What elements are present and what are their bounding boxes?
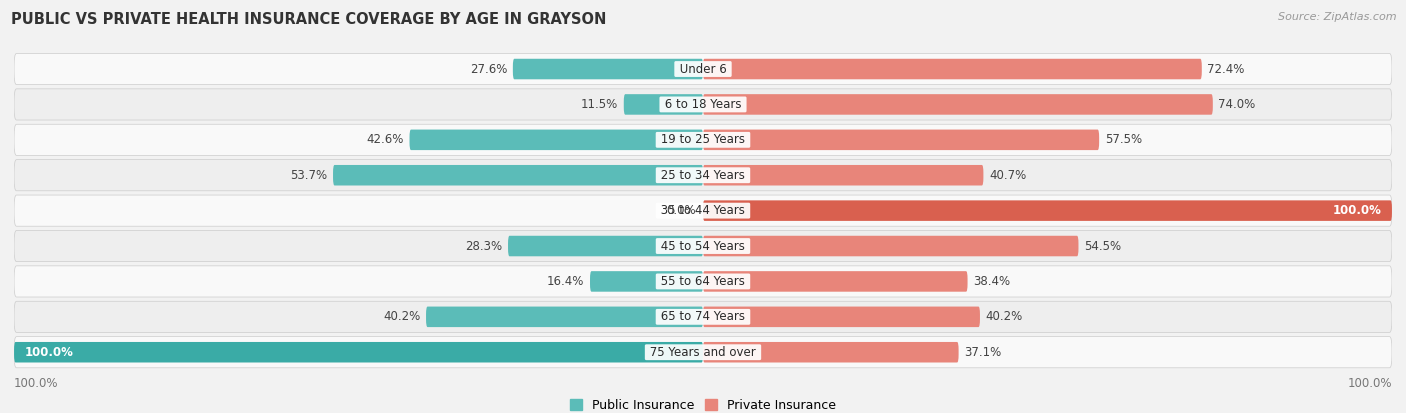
FancyBboxPatch shape	[14, 337, 1392, 368]
Text: 75 Years and over: 75 Years and over	[647, 346, 759, 359]
FancyBboxPatch shape	[426, 306, 703, 327]
Text: 45 to 54 Years: 45 to 54 Years	[657, 240, 749, 252]
Text: 27.6%: 27.6%	[470, 62, 508, 76]
FancyBboxPatch shape	[703, 200, 1392, 221]
FancyBboxPatch shape	[14, 342, 703, 363]
FancyBboxPatch shape	[513, 59, 703, 79]
FancyBboxPatch shape	[14, 89, 1392, 120]
Text: 65 to 74 Years: 65 to 74 Years	[657, 310, 749, 323]
Text: 25 to 34 Years: 25 to 34 Years	[657, 169, 749, 182]
FancyBboxPatch shape	[624, 94, 703, 115]
Text: 57.5%: 57.5%	[1105, 133, 1142, 146]
Text: 54.5%: 54.5%	[1084, 240, 1121, 252]
Text: 35 to 44 Years: 35 to 44 Years	[657, 204, 749, 217]
Text: 11.5%: 11.5%	[581, 98, 619, 111]
FancyBboxPatch shape	[591, 271, 703, 292]
Text: 100.0%: 100.0%	[1347, 377, 1392, 390]
Text: 100.0%: 100.0%	[1333, 204, 1382, 217]
FancyBboxPatch shape	[14, 266, 1392, 297]
Text: 28.3%: 28.3%	[465, 240, 502, 252]
Text: 100.0%: 100.0%	[24, 346, 73, 359]
Text: PUBLIC VS PRIVATE HEALTH INSURANCE COVERAGE BY AGE IN GRAYSON: PUBLIC VS PRIVATE HEALTH INSURANCE COVER…	[11, 12, 606, 27]
FancyBboxPatch shape	[508, 236, 703, 256]
FancyBboxPatch shape	[703, 271, 967, 292]
Text: 72.4%: 72.4%	[1208, 62, 1244, 76]
FancyBboxPatch shape	[14, 195, 1392, 226]
Text: 74.0%: 74.0%	[1219, 98, 1256, 111]
Text: 40.7%: 40.7%	[988, 169, 1026, 182]
Text: 42.6%: 42.6%	[367, 133, 404, 146]
Text: 16.4%: 16.4%	[547, 275, 585, 288]
FancyBboxPatch shape	[703, 59, 1202, 79]
Text: 53.7%: 53.7%	[291, 169, 328, 182]
FancyBboxPatch shape	[14, 124, 1392, 155]
FancyBboxPatch shape	[14, 230, 1392, 261]
Text: 55 to 64 Years: 55 to 64 Years	[657, 275, 749, 288]
Text: 100.0%: 100.0%	[14, 377, 59, 390]
Text: 38.4%: 38.4%	[973, 275, 1010, 288]
FancyBboxPatch shape	[703, 306, 980, 327]
Legend: Public Insurance, Private Insurance: Public Insurance, Private Insurance	[565, 394, 841, 413]
FancyBboxPatch shape	[333, 165, 703, 185]
FancyBboxPatch shape	[703, 342, 959, 363]
Text: 37.1%: 37.1%	[965, 346, 1001, 359]
FancyBboxPatch shape	[409, 130, 703, 150]
FancyBboxPatch shape	[703, 165, 983, 185]
FancyBboxPatch shape	[14, 160, 1392, 191]
Text: 40.2%: 40.2%	[384, 310, 420, 323]
FancyBboxPatch shape	[14, 53, 1392, 85]
FancyBboxPatch shape	[703, 236, 1078, 256]
Text: 19 to 25 Years: 19 to 25 Years	[657, 133, 749, 146]
Text: 6 to 18 Years: 6 to 18 Years	[661, 98, 745, 111]
FancyBboxPatch shape	[14, 301, 1392, 332]
Text: 40.2%: 40.2%	[986, 310, 1022, 323]
Text: Under 6: Under 6	[676, 62, 730, 76]
FancyBboxPatch shape	[703, 130, 1099, 150]
Text: Source: ZipAtlas.com: Source: ZipAtlas.com	[1278, 12, 1396, 22]
Text: 0.0%: 0.0%	[666, 204, 696, 217]
FancyBboxPatch shape	[703, 94, 1213, 115]
